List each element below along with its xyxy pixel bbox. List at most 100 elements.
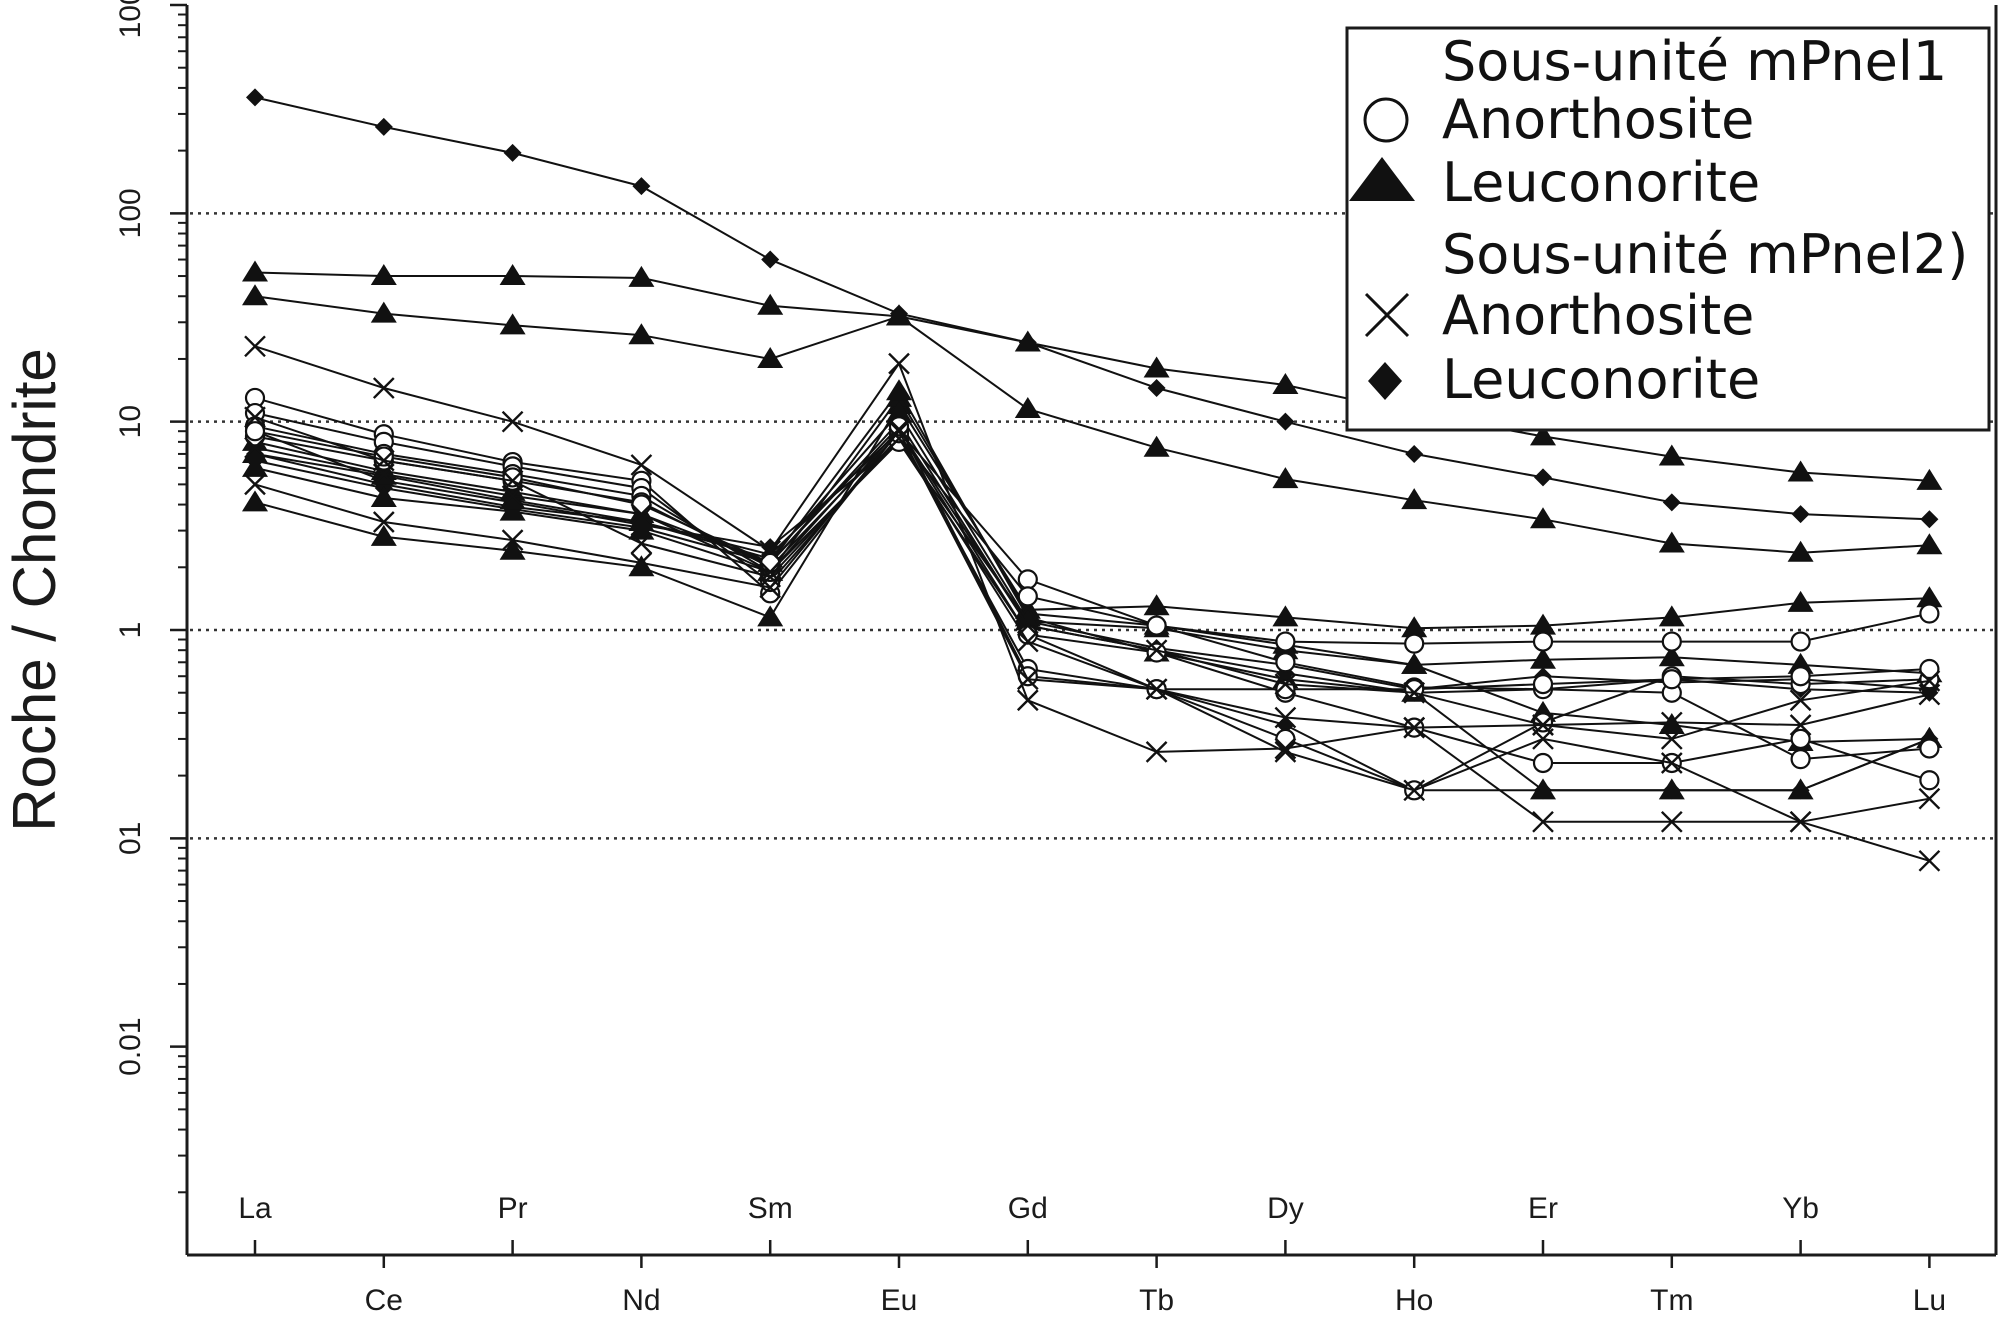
data-point-circle <box>1532 631 1554 652</box>
data-point-triangle <box>1916 533 1943 555</box>
data-point-circle <box>1790 666 1811 687</box>
x-tick-label-dy: Dy <box>1267 1192 1304 1225</box>
data-point-cross <box>1145 639 1168 662</box>
data-point-triangle <box>1787 590 1814 612</box>
data-point-triangle <box>499 264 526 286</box>
data-point-cross <box>759 576 782 599</box>
data-point-diamond <box>1791 505 1810 524</box>
data-point-cross <box>888 352 910 375</box>
data-point-cross <box>1918 849 1941 872</box>
data-point-triangle <box>628 265 655 287</box>
data-point-triangle <box>1530 507 1556 529</box>
data-point-cross <box>1145 741 1168 763</box>
data-point-circle <box>1017 569 1038 590</box>
data-point-triangle <box>1272 467 1299 489</box>
data-point-triangle <box>886 401 912 423</box>
data-point-triangle <box>1014 397 1041 419</box>
series-line <box>254 271 1930 482</box>
data-point-cross <box>630 532 653 555</box>
data-point-circle <box>631 494 652 515</box>
data-point-cross <box>1274 673 1297 695</box>
data-point-cross <box>1016 614 1039 637</box>
series-line <box>254 295 1930 554</box>
y-axis-label: Roche / Chondrite <box>1 348 68 832</box>
series-line <box>254 431 1930 792</box>
data-point-cross <box>372 511 395 533</box>
data-point-diamond <box>374 117 393 136</box>
legend-label-leuconorite-2: Leuconorite <box>1442 348 1760 411</box>
data-point-circle <box>1790 749 1811 770</box>
data-point-triangle <box>1272 372 1299 394</box>
data-point-triangle <box>499 538 526 560</box>
legend-label-anorthosite-1: Anorthosite <box>1442 88 1754 151</box>
data-point-circle <box>1146 615 1167 636</box>
data-point-triangle <box>1143 435 1170 457</box>
data-point-triangle <box>1401 488 1428 510</box>
data-point-cross <box>1532 714 1554 736</box>
data-point-cross <box>630 552 653 574</box>
data-point-diamond <box>1534 468 1552 487</box>
series-line <box>254 411 1930 675</box>
data-point-circle <box>1532 673 1554 695</box>
data-point-triangle <box>242 260 268 282</box>
data-point-circle <box>1532 752 1554 774</box>
data-point-circle <box>1404 679 1425 700</box>
data-point-triangle <box>1658 531 1685 553</box>
data-point-cross <box>759 539 782 562</box>
data-point-circle <box>1661 631 1682 652</box>
data-point-cross <box>1274 737 1297 760</box>
series-9-triangle <box>242 379 1943 800</box>
y-tick-label: 1 <box>114 622 147 639</box>
data-point-diamond <box>503 143 522 162</box>
data-point-cross <box>1789 714 1812 736</box>
data-point-cross <box>759 561 782 583</box>
data-point-triangle <box>370 524 397 546</box>
data-point-diamond <box>632 177 651 196</box>
legend-marker-open-circle <box>1363 97 1409 143</box>
data-point-circle <box>1919 658 1940 680</box>
data-point-diamond <box>1662 493 1681 512</box>
data-point-cross <box>1660 711 1683 734</box>
data-point-triangle <box>242 284 268 306</box>
series-line <box>254 412 1930 761</box>
series-17-cross <box>244 420 1941 833</box>
data-point-cross <box>630 454 653 476</box>
series-line <box>254 403 1930 630</box>
data-point-cross <box>372 377 395 399</box>
data-point-circle <box>1275 652 1296 673</box>
data-point-triangle <box>1272 605 1299 627</box>
data-point-cross <box>1660 728 1683 750</box>
data-point-triangle <box>370 264 397 286</box>
data-point-triangle <box>886 379 912 401</box>
x-tick-label-sm: Sm <box>748 1192 793 1225</box>
y-tick-label: 10 <box>114 405 147 438</box>
series-19-cross <box>244 418 1941 750</box>
data-point-triangle <box>1014 330 1041 352</box>
data-point-cross <box>1274 706 1297 729</box>
series-line <box>254 416 1930 862</box>
data-point-triangle <box>242 455 268 477</box>
data-point-diamond <box>1920 510 1939 529</box>
data-point-circle <box>1919 738 1940 759</box>
data-point-triangle <box>886 304 912 326</box>
data-point-cross <box>1145 678 1168 701</box>
x-tick-label-nd: Nd <box>622 1284 660 1317</box>
data-point-cross <box>501 469 524 492</box>
data-point-triangle <box>1787 778 1814 800</box>
data-point-triangle <box>1787 460 1814 482</box>
x-tick-label-eu: Eu <box>881 1284 918 1317</box>
series-7-triangle <box>242 393 1943 638</box>
data-point-cross <box>1274 741 1297 763</box>
legend-marker-filled-diamond <box>1368 362 1402 400</box>
data-point-triangle <box>1530 424 1556 446</box>
data-point-cross <box>1660 752 1683 774</box>
y-tick-label: 100 <box>114 188 147 238</box>
data-point-triangle <box>242 490 268 512</box>
data-point-cross <box>630 503 653 525</box>
data-point-triangle <box>1530 647 1556 669</box>
data-point-triangle <box>757 293 784 315</box>
data-point-triangle <box>628 323 655 345</box>
series-line <box>254 396 1930 645</box>
legend-marker-filled-triangle <box>1349 157 1415 201</box>
data-point-triangle <box>1787 540 1814 562</box>
